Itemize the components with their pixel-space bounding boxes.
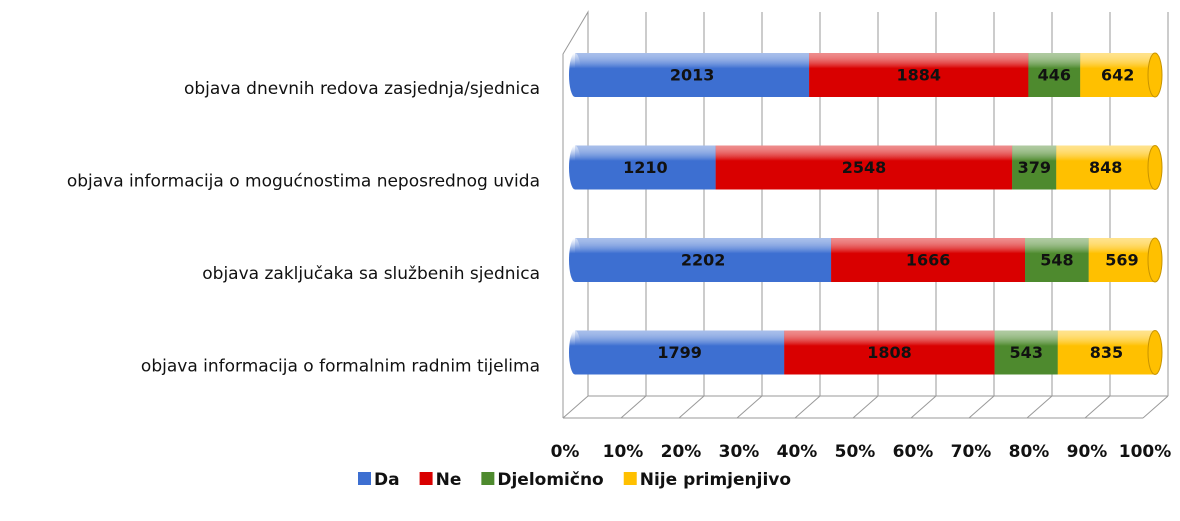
bar-shade <box>1025 238 1089 282</box>
bar-cap-left <box>569 330 581 375</box>
floor-grid-line <box>620 395 647 419</box>
bar-segment <box>831 238 1026 282</box>
bar-segment <box>994 330 1058 375</box>
x-tick-label: 60% <box>893 442 934 462</box>
legend-swatch <box>358 472 371 485</box>
bar-cap-right <box>1147 237 1163 283</box>
bar-shade <box>575 53 810 97</box>
x-tick-label: 50% <box>835 442 876 462</box>
floor-grid-line <box>1084 395 1111 419</box>
data-label: 446 <box>1038 66 1071 85</box>
bar-shade <box>575 330 785 375</box>
floor-grid-line <box>852 395 879 419</box>
bar-shade <box>1088 238 1155 282</box>
bar-cap-left <box>569 53 581 97</box>
data-label: 379 <box>1018 158 1051 177</box>
bar-shade <box>831 238 1026 282</box>
bar-segment <box>569 53 810 97</box>
legend-label: Da <box>374 470 400 490</box>
bar-shade <box>1056 145 1155 190</box>
data-label: 848 <box>1089 158 1122 177</box>
bar-cap-right <box>1147 330 1163 375</box>
legend-swatch <box>481 472 495 485</box>
legend-swatch <box>623 472 637 485</box>
bar-shade <box>1057 330 1155 375</box>
bar-segment <box>569 238 832 282</box>
x-tick-label: 10% <box>603 442 644 462</box>
bar-segment <box>1088 237 1163 283</box>
bar-segment <box>784 330 995 375</box>
x-tick-label: 40% <box>777 442 818 462</box>
x-tick-label: 70% <box>951 442 992 462</box>
category-label: objava informacija o mogućnostima neposr… <box>67 172 540 192</box>
bar-shade <box>1028 53 1081 97</box>
bar-segment <box>1025 238 1089 282</box>
bar-segment <box>1012 145 1057 190</box>
bar-shade <box>1012 145 1057 190</box>
bar-cap-left <box>569 145 581 190</box>
x-tick-label: 90% <box>1067 442 1108 462</box>
data-label: 1808 <box>867 343 912 362</box>
bar-segment <box>1056 145 1163 190</box>
legend-swatch <box>419 472 433 485</box>
bar-shade <box>575 238 832 282</box>
data-label: 2548 <box>842 158 887 177</box>
bar-shade <box>809 53 1029 97</box>
data-label: 1884 <box>897 66 942 85</box>
bar-cap-left <box>569 238 581 282</box>
data-label: 2202 <box>681 251 726 270</box>
x-tick-label: 20% <box>661 442 702 462</box>
legend-label: Nije primjenjivo <box>640 470 791 490</box>
floor-grid-line <box>1142 395 1169 419</box>
bar-segment <box>569 330 785 375</box>
floor-grid-line <box>736 395 763 419</box>
floor-grid-line <box>678 395 705 419</box>
data-label: 835 <box>1090 343 1123 362</box>
category-label: objava informacija o formalnim radnim ti… <box>141 357 540 377</box>
category-label: objava dnevnih redova zasjednja/sjednica <box>184 79 540 99</box>
floor-grid-line <box>968 395 995 419</box>
bar-cap-right <box>1147 145 1163 190</box>
bar-shade <box>1080 53 1155 97</box>
data-label: 642 <box>1101 66 1134 85</box>
legend-label: Djelomično <box>497 470 603 490</box>
bar-shade <box>715 145 1013 190</box>
data-label: 548 <box>1040 251 1073 270</box>
data-label: 2013 <box>670 66 715 85</box>
data-label: 1666 <box>906 251 951 270</box>
x-tick-label: 30% <box>719 442 760 462</box>
bar-segment <box>1057 330 1163 375</box>
bar-segment <box>569 145 716 190</box>
data-label: 569 <box>1105 251 1138 270</box>
data-label: 1210 <box>623 158 668 177</box>
category-label: objava zaključaka sa službenih sjednica <box>202 264 540 284</box>
x-tick-label: 100% <box>1119 442 1172 462</box>
bar-segment <box>715 145 1013 190</box>
x-tick-label: 0% <box>551 442 580 462</box>
bar-shade <box>994 330 1058 375</box>
bar-segment <box>809 53 1029 97</box>
floor-grid-line <box>794 395 821 419</box>
bar-shade <box>784 330 995 375</box>
x-tick-label: 80% <box>1009 442 1050 462</box>
bar-shade <box>575 145 716 190</box>
data-label: 1799 <box>657 343 702 362</box>
floor-grid-line <box>910 395 937 419</box>
bar-segment <box>1080 52 1163 98</box>
bar-segment <box>1028 53 1081 97</box>
data-label: 543 <box>1010 343 1043 362</box>
bar-cap-right <box>1147 52 1163 98</box>
floor-grid-line <box>562 395 589 419</box>
legend-label: Ne <box>436 470 462 490</box>
floor-grid-line <box>1026 395 1053 419</box>
